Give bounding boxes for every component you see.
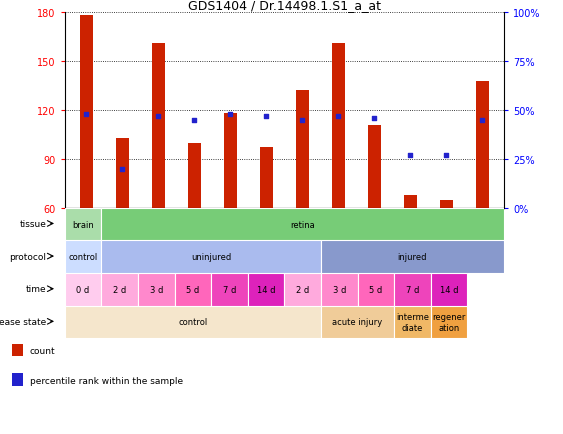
- Text: 3 d: 3 d: [333, 285, 346, 294]
- Text: control: control: [69, 253, 97, 262]
- Bar: [321, 273, 358, 306]
- Text: 7 d: 7 d: [223, 285, 236, 294]
- Point: [442, 152, 451, 159]
- Text: uninjured: uninjured: [191, 253, 231, 262]
- Text: disease state: disease state: [0, 317, 47, 326]
- Text: time: time: [26, 285, 47, 293]
- Bar: [394, 306, 431, 339]
- Bar: [65, 208, 101, 241]
- Text: 5 d: 5 d: [186, 285, 199, 294]
- Bar: [321, 241, 504, 273]
- Point: [226, 111, 235, 118]
- Bar: [80, 16, 93, 208]
- Point: [118, 166, 127, 173]
- Text: regener
ation: regener ation: [432, 312, 466, 332]
- Point: [82, 111, 91, 118]
- Bar: [321, 306, 394, 339]
- Bar: [65, 273, 101, 306]
- Bar: [404, 195, 417, 208]
- Bar: [368, 125, 381, 208]
- Text: interme
diate: interme diate: [396, 312, 429, 332]
- Bar: [284, 273, 321, 306]
- Bar: [101, 241, 321, 273]
- Bar: [12, 374, 23, 386]
- Text: count: count: [29, 346, 55, 355]
- Bar: [188, 143, 200, 208]
- Point: [478, 117, 487, 124]
- Bar: [65, 306, 321, 339]
- Bar: [211, 273, 248, 306]
- Bar: [224, 114, 236, 208]
- Bar: [12, 344, 23, 357]
- Text: 2 d: 2 d: [113, 285, 126, 294]
- Bar: [260, 148, 272, 208]
- Bar: [65, 241, 101, 273]
- Point: [262, 113, 271, 120]
- Text: 5 d: 5 d: [369, 285, 382, 294]
- Text: retina: retina: [291, 220, 315, 229]
- Bar: [431, 273, 467, 306]
- Bar: [138, 273, 175, 306]
- Bar: [332, 44, 345, 208]
- Bar: [358, 273, 394, 306]
- Text: 14 d: 14 d: [440, 285, 458, 294]
- Point: [334, 113, 343, 120]
- Bar: [431, 306, 467, 339]
- Text: tissue: tissue: [20, 220, 47, 228]
- Point: [298, 117, 307, 124]
- Text: control: control: [178, 318, 207, 327]
- Text: injured: injured: [397, 253, 427, 262]
- Point: [370, 115, 379, 122]
- Bar: [476, 82, 489, 208]
- Text: acute injury: acute injury: [332, 318, 383, 327]
- Bar: [296, 91, 309, 208]
- Text: 3 d: 3 d: [150, 285, 163, 294]
- Bar: [152, 44, 164, 208]
- Bar: [394, 273, 431, 306]
- Title: GDS1404 / Dr.14498.1.S1_a_at: GDS1404 / Dr.14498.1.S1_a_at: [188, 0, 381, 12]
- Text: 14 d: 14 d: [257, 285, 275, 294]
- Text: brain: brain: [72, 220, 94, 229]
- Text: 7 d: 7 d: [406, 285, 419, 294]
- Bar: [248, 273, 284, 306]
- Bar: [116, 138, 128, 208]
- Point: [154, 113, 163, 120]
- Text: protocol: protocol: [10, 252, 47, 261]
- Point: [190, 117, 199, 124]
- Bar: [101, 273, 138, 306]
- Point: [406, 152, 415, 159]
- Text: 0 d: 0 d: [77, 285, 90, 294]
- Bar: [440, 200, 453, 208]
- Text: 2 d: 2 d: [296, 285, 309, 294]
- Text: percentile rank within the sample: percentile rank within the sample: [29, 376, 182, 385]
- Bar: [175, 273, 211, 306]
